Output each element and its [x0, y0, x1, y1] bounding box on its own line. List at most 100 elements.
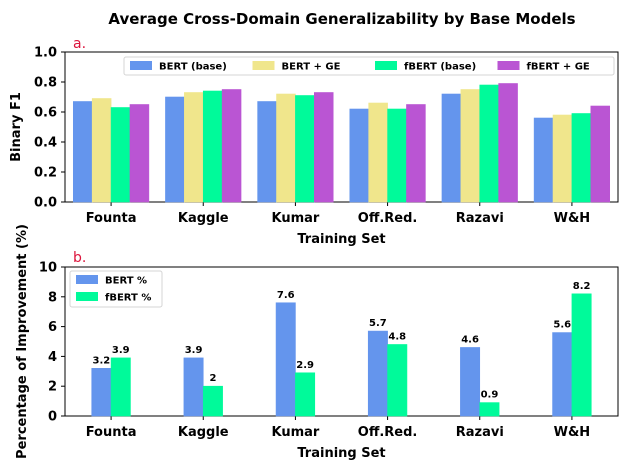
legend-label-b-bert: BERT %: [105, 276, 147, 287]
y-tick-label-b-1: 2: [48, 380, 57, 395]
legend-label-b-fbert: fBERT %: [105, 293, 151, 304]
y-tick-label-a-2: 0.4: [34, 136, 57, 151]
bar-a-bert-base-razavi: [441, 93, 462, 203]
legend-swatch-a-fbert-base: [375, 61, 397, 70]
y-tick-label-a-0: 0.0: [34, 196, 57, 211]
y-tick-label-b-5: 10: [39, 261, 57, 276]
plot-frame-b: [64, 266, 619, 417]
y-axis-label-b: Percentage of Improvement (%): [15, 224, 30, 459]
legend-label-a-fbert-ge: fBERT + GE: [527, 62, 590, 73]
legend-swatch-a-bert-base: [130, 61, 152, 70]
panel-a-binary-f1: a. 0.0 0.2 0.4 0.6 0.8 1.0 Founta Kaggle Kumar Off…: [9, 36, 619, 247]
data-label-b-bert-wandh: 5.6: [553, 320, 571, 331]
x-tick-label-b-kumar: Kumar: [271, 425, 319, 440]
bar-a-bert-base-kaggle: [165, 96, 185, 203]
bar-a-bert-ge-kumar: [276, 93, 296, 203]
x-tick-label-a-founta: Founta: [86, 211, 137, 226]
x-axis-label-a: Training Set: [297, 232, 385, 247]
data-label-b-bert-kumar: 7.6: [277, 290, 295, 301]
panel-b-improvement: b. 0 2 4 6 8 10 Founta Kaggle Kumar Off.Red. Razavi…: [15, 224, 619, 461]
x-tick-label-a-off-red: Off.Red.: [358, 211, 418, 226]
legend-b: BERT % fBERT %: [69, 270, 163, 308]
y-tick-label-a-5: 1.0: [34, 46, 57, 61]
bar-a-fbert-ge-kumar: [314, 92, 334, 203]
bar-b-fbert-founta: [110, 357, 131, 417]
data-label-b-bert-razavi: 4.6: [461, 334, 479, 345]
bar-a-fbert-base-founta: [110, 107, 131, 203]
x-tick-label-b-off-red: Off.Red.: [358, 425, 418, 440]
legend-swatch-b-fbert: [76, 292, 98, 301]
x-tick-label-a-kumar: Kumar: [271, 211, 319, 226]
bar-a-fbert-ge-off-red: [406, 104, 426, 203]
y-tick-label-a-1: 0.2: [34, 166, 57, 181]
x-tick-label-a-kaggle: Kaggle: [178, 211, 229, 226]
bar-b-bert-off-red: [367, 330, 388, 417]
bar-b-fbert-kumar: [295, 372, 316, 417]
legend-swatch-a-bert-ge: [252, 61, 275, 70]
legend-swatch-a-fbert-ge: [497, 61, 520, 70]
bar-a-bert-ge-founta: [91, 98, 112, 203]
bar-b-fbert-razavi: [479, 402, 500, 417]
data-label-b-bert-kaggle: 3.9: [185, 345, 203, 356]
x-tick-label-b-razavi: Razavi: [456, 425, 504, 440]
bar-a-bert-ge-off-red: [368, 102, 388, 203]
bar-a-bert-ge-kaggle: [184, 92, 204, 203]
y-tick-label-b-4: 8: [48, 290, 57, 305]
figure-title: Average Cross-Domain Generalizability by…: [108, 10, 575, 28]
y-axis-label-a: Binary F1: [9, 92, 24, 162]
data-label-b-bert-founta: 3.2: [93, 355, 111, 366]
data-label-b-bert-off-red: 5.7: [369, 318, 387, 329]
data-label-b-fbert-off-red: 4.8: [388, 331, 406, 342]
legend-label-a-fbert-base: fBERT (base): [404, 62, 476, 73]
bar-a-fbert-ge-razavi: [498, 83, 518, 203]
bar-b-fbert-kaggle: [202, 385, 223, 417]
legend-a: BERT (base) BERT + GE fBERT (base) fBERT + …: [123, 56, 615, 76]
bar-a-fbert-ge-wandh: [590, 105, 611, 203]
x-axis-label-b: Training Set: [297, 446, 385, 461]
data-label-b-fbert-founta: 3.9: [112, 345, 130, 356]
y-tick-label-b-0: 0: [48, 410, 57, 425]
legend-box-a: [123, 56, 615, 76]
data-label-b-fbert-kumar: 2.9: [296, 360, 314, 371]
bar-a-fbert-ge-kaggle: [221, 89, 242, 203]
panel-label-a: a.: [73, 36, 86, 52]
bar-a-fbert-base-kaggle: [202, 90, 223, 203]
bar-a-fbert-base-off-red: [387, 108, 407, 203]
x-tick-label-b-kaggle: Kaggle: [178, 425, 229, 440]
x-tick-label-a-razavi: Razavi: [456, 211, 504, 226]
legend-label-a-bert-ge: BERT + GE: [282, 62, 341, 73]
bar-b-bert-wandh: [552, 332, 573, 417]
bar-b-fbert-off-red: [387, 344, 408, 417]
bar-b-bert-kaggle: [183, 357, 204, 417]
y-tick-label-b-3: 6: [48, 320, 57, 335]
bar-b-bert-founta: [91, 368, 112, 417]
data-label-b-fbert-wandh: 8.2: [573, 281, 591, 292]
plot-frame-a: [64, 51, 619, 203]
bar-b-bert-razavi: [460, 347, 481, 417]
x-tick-label-b-founta: Founta: [86, 425, 137, 440]
y-tick-label-a-3: 0.6: [34, 106, 57, 121]
bar-a-bert-base-founta: [72, 101, 93, 203]
x-tick-label-a-wandh: W&H: [554, 211, 591, 226]
y-tick-label-b-2: 4: [48, 350, 57, 365]
bar-a-fbert-ge-founta: [129, 104, 150, 203]
y-tick-label-a-4: 0.8: [34, 76, 57, 91]
bar-a-fbert-base-kumar: [295, 95, 315, 203]
bar-a-bert-base-kumar: [257, 101, 277, 203]
data-label-b-fbert-kaggle: 2: [209, 373, 216, 384]
bar-a-bert-base-wandh: [533, 117, 554, 203]
bar-a-fbert-base-wandh: [571, 113, 592, 203]
legend-label-a-bert-base: BERT (base): [159, 62, 227, 73]
bar-a-fbert-base-razavi: [479, 84, 499, 203]
data-label-b-fbert-razavi: 0.9: [481, 390, 499, 401]
panel-label-b: b.: [73, 250, 86, 266]
bar-a-bert-base-off-red: [349, 108, 369, 203]
bar-b-fbert-wandh: [571, 293, 592, 417]
bar-a-bert-ge-wandh: [552, 114, 573, 203]
legend-swatch-b-bert: [76, 275, 98, 284]
x-tick-label-b-wandh: W&H: [554, 425, 591, 440]
bar-b-bert-kumar: [275, 302, 296, 417]
bar-a-bert-ge-razavi: [460, 89, 481, 203]
